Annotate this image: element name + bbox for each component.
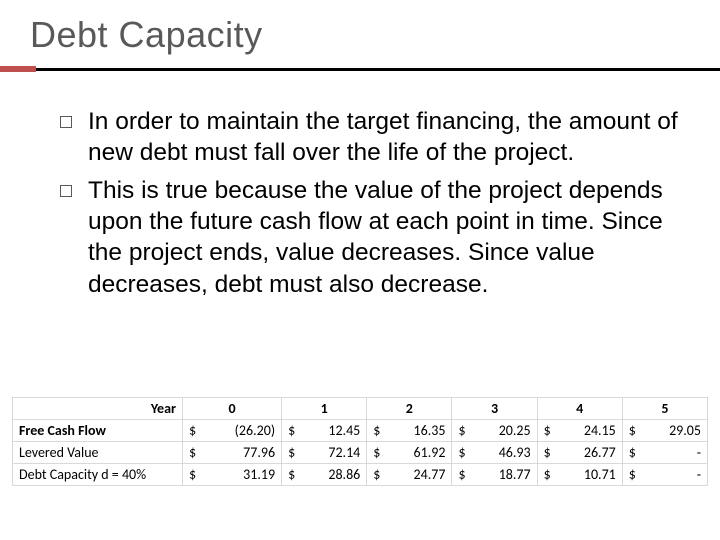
year-col-header: 0 <box>183 398 282 420</box>
year-col-header: 4 <box>537 398 622 420</box>
table-cell: $61.92 <box>367 442 452 464</box>
year-header: Year <box>13 398 183 420</box>
table-cell: $46.93 <box>452 442 537 464</box>
row-label: Levered Value <box>13 442 183 464</box>
rule-line <box>36 68 720 71</box>
rule-accent <box>0 66 36 72</box>
year-col-header: 5 <box>622 398 707 420</box>
row-label: Debt Capacity d = 40% <box>13 464 183 486</box>
table-cell: $20.25 <box>452 420 537 442</box>
row-label: Free Cash Flow <box>13 420 183 442</box>
table-cell: $77.96 <box>183 442 282 464</box>
table-header-row: Year012345 <box>13 398 708 420</box>
bullet-list: In order to maintain the target financin… <box>60 106 680 300</box>
table-cell: $31.19 <box>183 464 282 486</box>
table-row: Free Cash Flow$(26.20)$12.45$16.35$20.25… <box>13 420 708 442</box>
table-cell: $28.86 <box>282 464 367 486</box>
content-area: In order to maintain the target financin… <box>0 72 720 300</box>
table-cell: $(26.20) <box>183 420 282 442</box>
table-row: Debt Capacity d = 40%$31.19$28.86$24.77$… <box>13 464 708 486</box>
table-cell: $18.77 <box>452 464 537 486</box>
table-body: Free Cash Flow$(26.20)$12.45$16.35$20.25… <box>13 420 708 486</box>
table-cell: $24.77 <box>367 464 452 486</box>
bullet-item: This is true because the value of the pr… <box>60 175 680 300</box>
table-row: Levered Value$77.96$72.14$61.92$46.93$26… <box>13 442 708 464</box>
data-table-wrap: Year012345 Free Cash Flow$(26.20)$12.45$… <box>12 397 708 486</box>
table-cell: $12.45 <box>282 420 367 442</box>
table-cell: $10.71 <box>537 464 622 486</box>
table-cell: $29.05 <box>622 420 707 442</box>
slide-title: Debt Capacity <box>30 14 720 56</box>
year-col-header: 1 <box>282 398 367 420</box>
table-cell: $24.15 <box>537 420 622 442</box>
table-cell: $72.14 <box>282 442 367 464</box>
year-col-header: 2 <box>367 398 452 420</box>
table-cell: $26.77 <box>537 442 622 464</box>
data-table: Year012345 Free Cash Flow$(26.20)$12.45$… <box>12 397 708 486</box>
table-cell: $- <box>622 442 707 464</box>
table-cell: $- <box>622 464 707 486</box>
table-cell: $16.35 <box>367 420 452 442</box>
title-area: Debt Capacity <box>0 0 720 56</box>
year-col-header: 3 <box>452 398 537 420</box>
bullet-item: In order to maintain the target financin… <box>60 106 680 169</box>
